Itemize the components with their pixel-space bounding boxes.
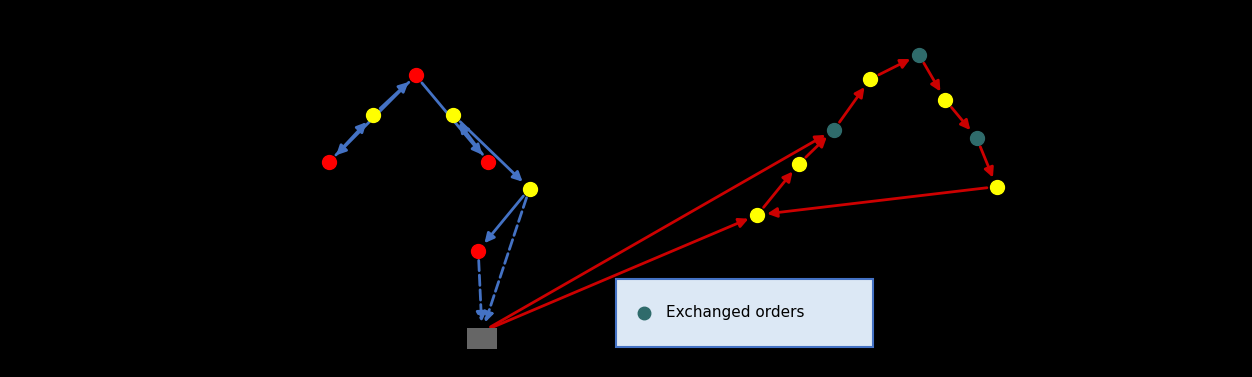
FancyBboxPatch shape xyxy=(467,328,497,349)
FancyBboxPatch shape xyxy=(616,279,873,347)
Text: Exchanged orders: Exchanged orders xyxy=(666,305,805,320)
